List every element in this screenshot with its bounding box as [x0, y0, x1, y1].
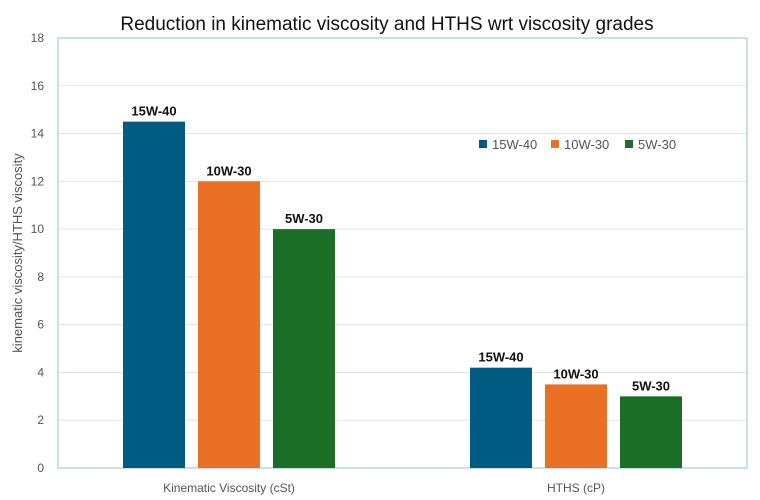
bar-10W-30 [198, 181, 260, 469]
y-tick-label: 6 [37, 318, 44, 332]
bar-15W-40 [470, 367, 532, 468]
bars: 15W-40 10W-30 5W-30 15W-40 10W-30 5W-30 [123, 104, 682, 469]
y-tick-label: 8 [37, 270, 44, 284]
legend: 15W-40 10W-30 5W-30 [479, 137, 676, 152]
y-axis-ticks: 0 2 4 6 8 10 12 14 16 18 [31, 31, 45, 475]
data-label: 15W-40 [131, 104, 176, 119]
y-tick-label: 14 [31, 127, 45, 141]
x-category-label: HTHS (cP) [547, 481, 605, 495]
bar-5W-30 [273, 229, 335, 468]
legend-label-15W-40: 15W-40 [492, 137, 537, 152]
data-label: 5W-30 [632, 378, 670, 393]
legend-swatch-5W-30 [625, 140, 633, 148]
bar-5W-30 [620, 396, 682, 468]
category-labels: Kinematic Viscosity (cSt) HTHS (cP) [163, 481, 605, 495]
y-tick-label: 2 [37, 413, 44, 427]
bar-15W-40 [123, 121, 185, 468]
plot-area [57, 37, 748, 469]
y-tick-label: 10 [31, 222, 45, 236]
y-tick-label: 12 [31, 174, 45, 188]
legend-swatch-15W-40 [479, 140, 487, 148]
y-tick-label: 18 [31, 31, 45, 45]
y-tick-label: 16 [31, 79, 45, 93]
legend-label-5W-30: 5W-30 [638, 137, 676, 152]
data-label: 10W-30 [553, 366, 598, 381]
legend-swatch-10W-30 [551, 140, 559, 148]
y-tick-label: 4 [37, 365, 44, 379]
legend-label-10W-30: 10W-30 [564, 137, 609, 152]
data-label: 15W-40 [478, 350, 523, 365]
data-label: 5W-30 [285, 211, 323, 226]
bar-10W-30 [545, 384, 607, 468]
chart-title: Reduction in kinematic viscosity and HTH… [120, 14, 653, 35]
data-label: 10W-30 [206, 163, 251, 178]
y-axis-label: kinematic viscosity/HTHS viscosity [10, 153, 25, 353]
x-category-label: Kinematic Viscosity (cSt) [163, 481, 295, 495]
y-tick-label: 0 [37, 461, 44, 475]
